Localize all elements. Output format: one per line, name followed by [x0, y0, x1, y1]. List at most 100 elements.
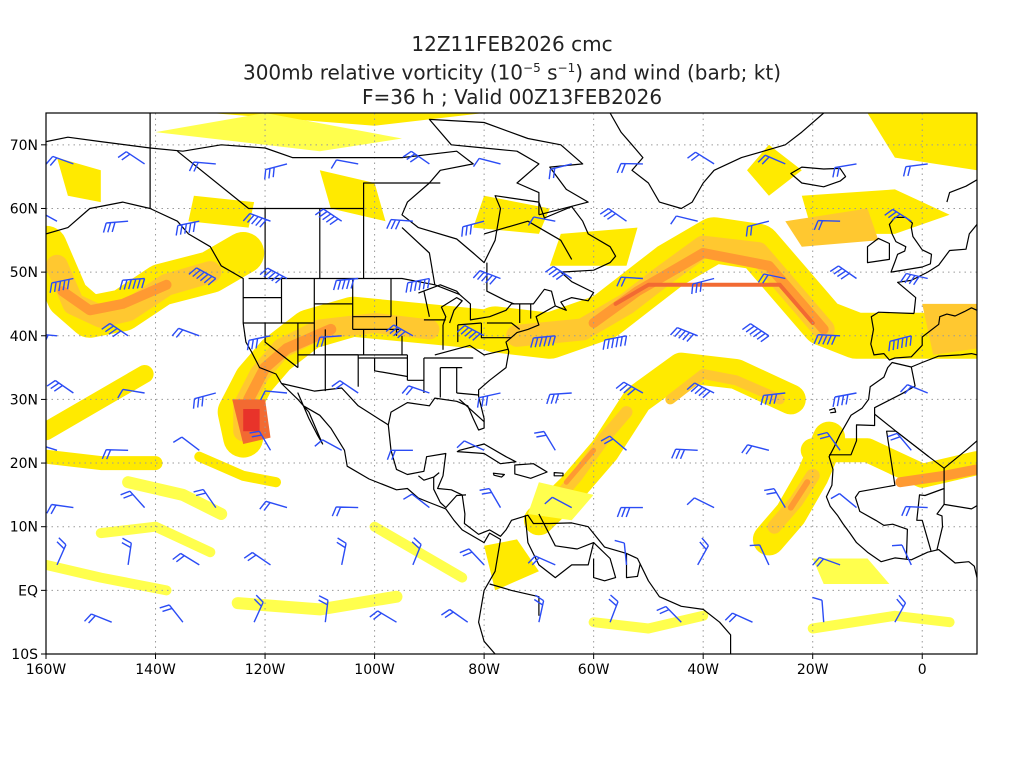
shade-trop-pac-2	[122, 476, 228, 520]
border-western-sahara	[829, 414, 876, 456]
lon-tick-label: 100W	[354, 662, 395, 678]
coast-greenland	[607, 113, 825, 210]
wind-barb	[49, 277, 74, 293]
shade-arctic	[46, 113, 485, 126]
wind-barb	[757, 273, 786, 284]
wind-barb	[697, 537, 710, 566]
wind-barb	[902, 163, 928, 177]
shade-hawaii-band	[46, 365, 154, 441]
shade-cutoff-core	[243, 409, 260, 432]
wind-barb	[757, 154, 786, 165]
wind-barb	[533, 594, 545, 623]
wind-barb	[534, 430, 556, 451]
wind-barb	[817, 431, 841, 451]
lon-tick-label: 0	[918, 662, 927, 678]
wind-barb	[386, 218, 413, 230]
shade-rockall	[785, 208, 879, 247]
shade-hudson	[473, 195, 550, 234]
shade-atlantic-jet-max	[613, 282, 815, 325]
wind-barb	[670, 215, 698, 225]
shade-west-trough-outer	[217, 296, 505, 458]
wind-barb	[616, 162, 643, 174]
border-us-state	[470, 345, 509, 356]
field-exponent-2: −1	[557, 61, 576, 75]
wind-barb	[616, 506, 643, 518]
wind-barb	[546, 392, 572, 405]
border-us-state	[480, 323, 512, 339]
wind-barb	[615, 381, 644, 396]
wind-barb	[441, 608, 469, 623]
border-quebec-lab	[483, 220, 573, 260]
title-line-field: 300mb relative vorticity (10−5 s−1) and …	[0, 56, 1024, 85]
map-frame	[45, 112, 978, 655]
shade-arctic-2	[155, 113, 402, 152]
border-ontario-manitoba	[401, 227, 436, 285]
axis-ticks: 160W 140W 120W 100W 80W 60W 40W 20W 0 70N 60N 50N 40…	[10, 138, 927, 678]
coast-hispaniola	[514, 463, 548, 479]
wind-barb	[83, 613, 112, 624]
wind-barb	[476, 392, 501, 408]
wind-barb	[600, 435, 627, 451]
field-text-pre: 300mb relative vorticity (10	[242, 60, 524, 85]
wind-barb	[101, 449, 129, 460]
coast-nw-europe	[896, 224, 977, 314]
border-us-state	[457, 322, 482, 326]
wind-barb	[314, 208, 343, 226]
wind-barb	[46, 503, 74, 515]
wind-barb	[741, 323, 770, 343]
wind-barb	[602, 335, 628, 350]
border-algeria-mali	[895, 430, 930, 458]
coast-puerto-rico	[553, 472, 564, 477]
field-text-mid: s	[540, 60, 558, 85]
shade-pacific-jet-core	[57, 279, 172, 316]
wind-barb	[745, 220, 770, 237]
border-ontario-quebec	[486, 262, 515, 305]
lat-tick-label: 10N	[10, 520, 38, 536]
coast-pacific-americas	[149, 207, 502, 654]
wind-barb	[686, 497, 715, 509]
wind-barb	[253, 594, 264, 623]
wind-barb	[171, 327, 200, 338]
lat-tick-label: EQ	[18, 583, 38, 599]
wind-barb	[192, 392, 216, 409]
wind-barb	[405, 277, 431, 293]
border-nigeria-benin	[936, 488, 945, 550]
wind-barb	[46, 379, 74, 394]
wind-barb	[760, 392, 786, 406]
border-us-state	[264, 323, 299, 369]
border-us-state	[456, 392, 479, 396]
wind-barb	[832, 163, 857, 178]
plot-title-block: 12Z11FEB2026 cmc 300mb relative vorticit…	[0, 32, 1024, 109]
wind-barb	[686, 382, 715, 399]
border-territories	[177, 150, 364, 210]
wind-barb	[472, 269, 501, 285]
wind-barb	[369, 610, 397, 623]
wind-barb	[117, 151, 145, 165]
shade-trop-pac-4	[46, 559, 172, 596]
wind-barb	[175, 220, 200, 236]
wind-barb	[884, 208, 912, 222]
wind-barb	[102, 220, 129, 233]
border-us-state	[486, 322, 521, 330]
wind-barb	[456, 324, 485, 341]
wind-barb	[331, 506, 359, 517]
wind-barb	[121, 537, 132, 566]
wind-barb	[671, 448, 698, 460]
border-us-state	[434, 344, 471, 356]
wind-barb	[402, 150, 430, 165]
wind-barb	[331, 380, 359, 394]
border-niger-nigeria	[944, 503, 977, 510]
lon-tick-label: 120W	[245, 662, 286, 678]
wind-barb	[101, 322, 129, 338]
wind-barbs	[46, 150, 928, 624]
border-central-am	[433, 477, 467, 509]
vorticity-shading	[46, 113, 977, 634]
wind-barb	[403, 493, 430, 509]
wind-barb	[899, 384, 928, 395]
shade-baja-band	[194, 451, 281, 488]
wind-barb	[887, 432, 912, 451]
lat-tick-label: 50N	[10, 265, 38, 281]
coast-baffin	[428, 118, 589, 216]
wind-barb	[242, 212, 271, 228]
wind-barb	[724, 612, 753, 623]
